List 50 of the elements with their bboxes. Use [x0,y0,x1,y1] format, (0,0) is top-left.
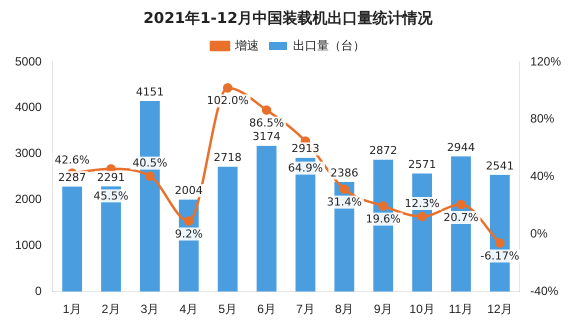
chart-title: 2021年1-12月中国装载机出口量统计情况 [143,8,434,27]
data-label: 19.6% [366,212,401,226]
data-label: 2386 [330,166,358,180]
data-label: 31.4% [326,196,362,208]
x-tick-label: 7月 [296,302,315,316]
data-label: 64.9% [288,161,323,174]
data-label: 102.0% [206,94,249,108]
y2-tick-label: 40% [530,169,555,184]
data-label: 2571 [408,158,436,171]
data-label: 2004 [174,184,203,197]
data-label: 45.5% [94,189,128,202]
y-tick-label: 5000 [14,54,42,68]
x-tick-label: 12月 [487,302,513,316]
x-tick-label: 2月 [102,302,120,316]
x-tick-label: 8月 [334,302,354,316]
y-tick-label: 3000 [14,146,42,160]
y-tick-label: 2000 [14,192,42,206]
data-label: -6.17% [480,249,520,262]
y2-tick-label: 120% [530,54,562,68]
x-tick-label: 4月 [179,302,198,316]
legend-label: 增速 [234,38,259,52]
y-tick-label: 1000 [14,238,42,252]
data-label: 2913 [291,142,320,156]
data-label: 2287 [58,170,86,184]
y-tick-label: 4000 [14,100,42,114]
y2-tick-label: 80% [530,112,555,126]
x-tick-label: 6月 [257,302,276,316]
legend-label: 出口量（台） [293,38,365,52]
data-label: 40.5% [132,156,168,170]
data-label: 42.6% [54,153,90,166]
data-label: 20.7% [444,210,478,224]
data-label: 2718 [214,151,242,164]
x-tick-label: 3月 [140,302,160,316]
x-tick-label: 5月 [218,302,238,316]
data-label: 2291 [97,170,126,184]
y2-tick-label: -40% [530,284,559,298]
data-label: 12.3% [404,196,440,210]
data-label: 3174 [252,130,281,144]
data-label: 9.2% [174,227,203,240]
data-label: 2944 [446,140,475,154]
y-tick-label: 0 [35,284,42,298]
x-tick-label: 1月 [62,302,82,316]
y2-tick-label: 0% [530,226,548,241]
data-label: 2872 [369,144,398,158]
x-tick-label: 9月 [374,302,393,316]
data-label: 4151 [136,85,164,98]
x-tick-label: 10月 [409,302,435,316]
data-label: 86.5% [249,116,284,130]
data-label: 2541 [486,159,514,172]
x-tick-label: 11月 [448,302,474,316]
